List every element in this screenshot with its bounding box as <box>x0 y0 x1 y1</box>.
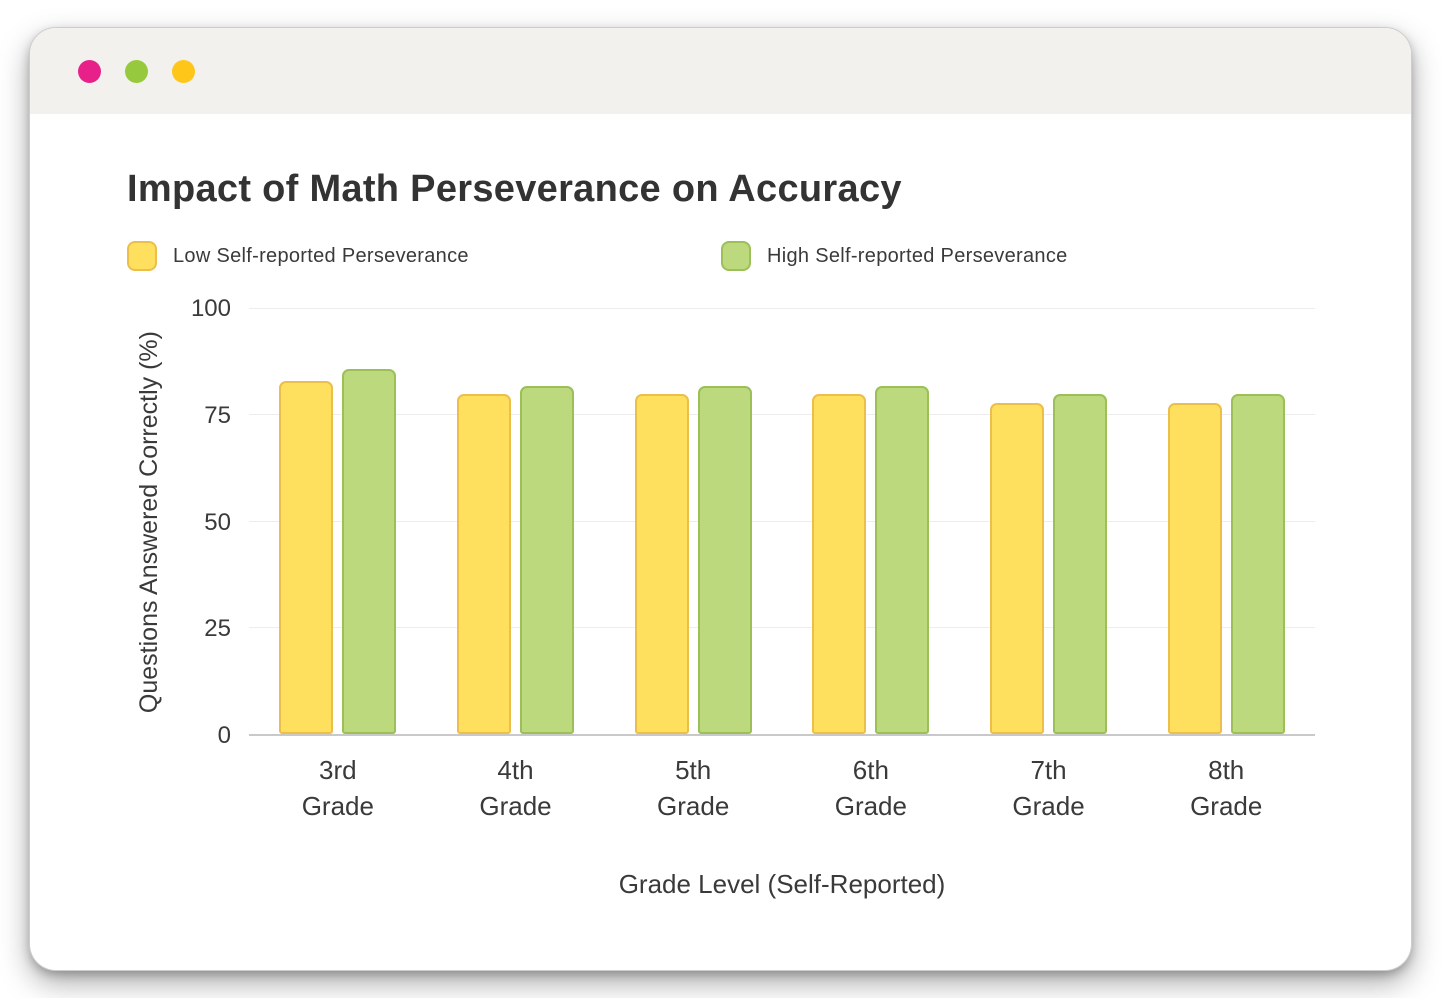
bar-group-6th-grade <box>782 309 960 734</box>
x-labels: 3rd Grade 4th Grade 5th Grade 6th Grade 7th … <box>249 752 1315 825</box>
y-tick-label-0: 0 <box>217 722 231 749</box>
bar-high-4th-grade <box>520 385 574 734</box>
legend-label-high: High Self-reported Perseverance <box>767 244 1068 267</box>
x-tick-label-3rd-grade: 3rd Grade <box>301 755 374 822</box>
legend-label-low: Low Self-reported Perseverance <box>173 244 469 267</box>
legend-swatch-low <box>127 241 157 271</box>
traffic-light-zoom[interactable] <box>172 59 195 83</box>
legend-swatch-high <box>721 241 751 271</box>
gridline-50 <box>249 520 1315 522</box>
bar-chart: Questions Answered Correctly (%) 0 25 50 75… <box>127 295 1315 900</box>
legend-item-low[interactable]: Low Self-reported Perseverance <box>127 241 469 271</box>
y-tick-label-75: 75 <box>204 401 231 429</box>
y-tick-labels: 0 25 50 75 100 <box>171 295 249 749</box>
legend-item-high[interactable]: High Self-reported Perseverance <box>721 241 1068 271</box>
bar-group-4th-grade <box>427 309 605 734</box>
legend: Low Self-reported Perseverance High Self… <box>127 241 1315 271</box>
x-tick-label-5th-grade: 5th Grade <box>657 755 730 822</box>
legend-col-2: High Self-reported Perseverance <box>721 241 1315 271</box>
plot-area <box>249 308 1315 736</box>
y-tick-label-50: 50 <box>204 508 231 536</box>
y-axis-title: Questions Answered Correctly (%) <box>127 309 171 736</box>
chart-title: Impact of Math Perseverance on Accuracy <box>127 168 902 210</box>
bar-low-6th-grade <box>812 394 867 734</box>
bar-low-7th-grade <box>990 402 1045 734</box>
bar-high-6th-grade <box>875 385 930 734</box>
bar-groups <box>249 309 1315 734</box>
bar-low-3rd-grade <box>279 381 334 734</box>
titlebar <box>30 28 1411 114</box>
y-tick-label-100: 100 <box>190 295 231 322</box>
traffic-light-minimize[interactable] <box>125 59 148 83</box>
bar-low-8th-grade <box>1167 402 1222 734</box>
x-tick-label-4th-grade: 4th Grade <box>479 755 552 822</box>
bar-group-3rd-grade <box>249 309 427 734</box>
y-axis-title-text: Questions Answered Correctly (%) <box>134 331 163 714</box>
bar-high-8th-grade <box>1230 394 1285 734</box>
browser-window: Impact of Math Perseverance on Accuracy … <box>30 28 1411 970</box>
bar-high-5th-grade <box>697 385 752 734</box>
y-tick-label-25: 25 <box>204 615 231 643</box>
traffic-lights <box>78 59 195 83</box>
bar-low-5th-grade <box>634 394 689 734</box>
bar-high-3rd-grade <box>342 368 397 734</box>
x-tick-label-8th-grade: 8th Grade <box>1190 755 1263 822</box>
x-tick-label-6th-grade: 6th Grade <box>834 755 907 822</box>
x-axis-title: Grade Level (Self-Reported) <box>618 868 946 899</box>
bar-low-4th-grade <box>457 394 511 734</box>
bar-group-7th-grade <box>960 309 1138 734</box>
traffic-light-close[interactable] <box>78 59 101 83</box>
bar-group-8th-grade <box>1137 309 1315 734</box>
chart-card: Impact of Math Perseverance on Accuracy … <box>30 114 1411 970</box>
gridline-75 <box>249 414 1315 416</box>
x-tick-label-7th-grade: 7th Grade <box>1012 755 1085 822</box>
bar-high-7th-grade <box>1053 394 1108 734</box>
gridline-100 <box>249 308 1315 309</box>
bar-group-5th-grade <box>604 309 782 734</box>
gridline-25 <box>249 626 1315 628</box>
chart-plot-row: Questions Answered Correctly (%) 0 25 50 75… <box>127 295 1315 749</box>
legend-col-1: Low Self-reported Perseverance <box>127 241 721 271</box>
